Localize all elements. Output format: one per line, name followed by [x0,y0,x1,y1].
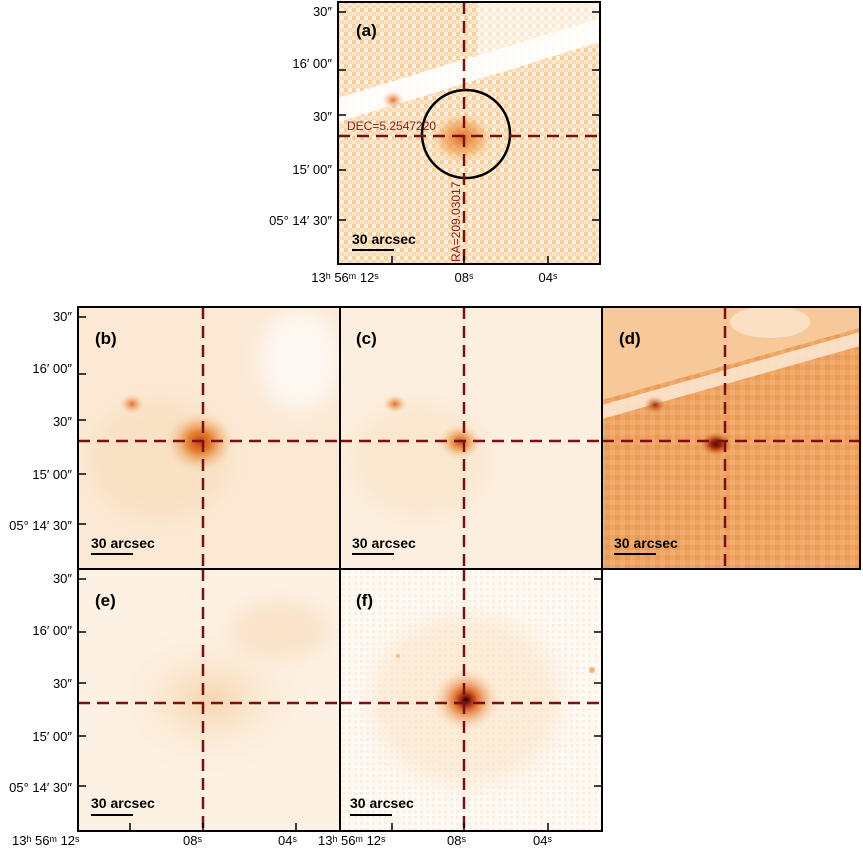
panel-e-dec-tick-labels: 30″ 16′ 00″ 30″ 15′ 00″ 05° 14′ 30″ [9,571,72,795]
ra-tick-label: 08ˢ [183,833,202,848]
panel-e-scalebar-label: 30 arcsec [91,795,155,811]
dec-tick-label: 30″ [313,4,332,19]
panel-a-ra-label: RA=209.03017 [449,181,463,262]
panel-a-gap-stripe [338,18,600,122]
panel-d: (d) 30 arcsec [601,306,861,570]
panel-e-diffuse [100,620,320,780]
panel-c-scalebar-label: 30 arcsec [352,535,416,551]
panel-c-secondary-source [383,395,407,413]
dec-tick-label: 05° 14′ 30″ [269,213,332,228]
panel-a-dec-tick-labels: 30″ 16′ 00″ 30″ 15′ 00″ 05° 14′ 30″ [269,4,332,228]
panel-b-dec-tick-labels: 30″ 16′ 00″ 30″ 15′ 00″ 05° 14′ 30″ [9,309,72,533]
dec-tick-label: 16′ 00″ [32,623,72,638]
panel-b-scalebar-label: 30 arcsec [91,535,155,551]
panel-a-scalebar-label: 30 arcsec [352,231,416,247]
panel-f-frame [339,568,603,832]
panel-b-label: (b) [95,329,117,348]
panel-a-dec-label: DEC=5.2547220 [347,119,436,133]
panel-a-upper-blank [478,2,600,55]
panel-f-ra-tick-labels: 13ʰ 56ᵐ 12ˢ 08ˢ 04ˢ [318,833,552,848]
panel-e-ticks [78,578,297,831]
panel-f: (f) 30 arcsec 13ʰ 56ᵐ 12ˢ 08ˢ 04ˢ [318,568,603,848]
panel-d-scalebar-label: 30 arcsec [614,535,678,551]
panel-b-diffuse [260,310,340,410]
ra-tick-label: 04ˢ [533,833,552,848]
panel-f-ticks [391,578,602,831]
panel-a-ticks [338,11,600,264]
ra-tick-label: 08ˢ [447,833,466,848]
dec-tick-label: 16′ 00″ [292,56,332,71]
dec-tick-label: 30″ [53,676,72,691]
dec-tick-label: 30″ [313,109,332,124]
panel-d-gap-stripe [602,332,860,419]
dec-tick-label: 15′ 00″ [292,162,332,177]
panel-a-frame [337,1,601,265]
panel-b-secondary-source [120,394,144,414]
panel-a: DEC=5.2547220 RA=209.03017 (a) 30 arcsec… [269,1,601,285]
panel-c-diffuse [350,400,490,520]
ra-tick-label: 04ˢ [278,833,297,848]
ra-tick-label: 13ʰ 56ᵐ 12ˢ [12,833,80,848]
dec-tick-label: 16′ 00″ [32,361,72,376]
dec-tick-label: 05° 14′ 30″ [9,518,72,533]
dec-tick-label: 15′ 00″ [32,729,72,744]
panel-f-faint-source [396,654,400,658]
panel-f-label: (f) [356,591,373,610]
panel-a-secondary-source [382,91,404,109]
panel-e: (e) 30 arcsec 30″ 16′ 00″ 30″ 15′ 00″ 05… [9,568,341,848]
ra-tick-label: 04ˢ [539,270,558,285]
panel-d-secondary-source [644,396,666,414]
dec-tick-label: 15′ 00″ [32,467,72,482]
panel-f-scalebar-label: 30 arcsec [350,795,414,811]
panel-d-upper-blob [730,306,810,338]
panel-c-label: (c) [356,329,377,348]
ra-tick-label: 13ʰ 56ᵐ 12ˢ [311,270,379,285]
dec-tick-label: 30″ [53,571,72,586]
panel-e-ra-tick-labels: 13ʰ 56ᵐ 12ˢ 08ˢ 04ˢ [12,833,297,848]
panel-b: (b) 30 arcsec 30″ 16′ 00″ 30″ 15′ 00″ 05… [9,306,341,570]
panel-a-ra-tick-labels: 13ʰ 56ᵐ 12ˢ 08ˢ 04ˢ [311,270,558,285]
dec-tick-label: 05° 14′ 30″ [9,780,72,795]
panel-d-frame [601,306,861,570]
dec-tick-label: 30″ [53,414,72,429]
dec-tick-label: 30″ [53,309,72,324]
panel-a-source [430,112,494,164]
panel-a-aperture-circle [420,88,512,180]
panel-d-label: (d) [619,329,641,348]
panel-d-source [700,432,732,456]
panel-c: (c) 30 arcsec [339,306,603,570]
panel-e-diffuse [230,600,330,660]
panel-b-ticks [78,316,86,525]
panel-a-label: (a) [356,21,377,40]
panel-f-source [432,668,500,732]
panel-f-faint-source [589,667,595,673]
ra-tick-label: 08ˢ [455,270,474,285]
panel-e-label: (e) [95,591,116,610]
ra-tick-label: 13ʰ 56ᵐ 12ˢ [318,833,386,848]
